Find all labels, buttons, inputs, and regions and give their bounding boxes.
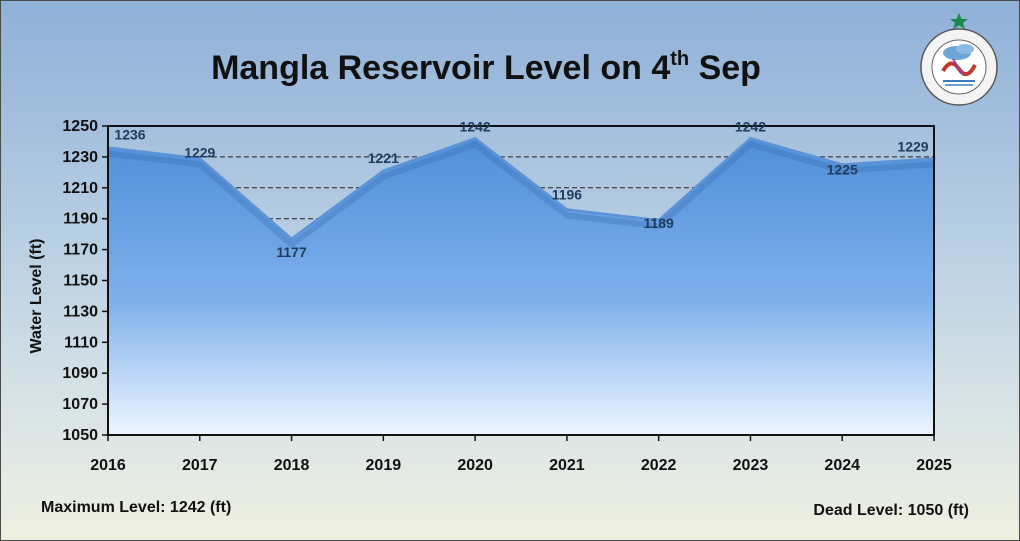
data-point-2019 xyxy=(381,169,385,173)
y-axis-ticks: 1050 1070 1090 1110 1130 1150 1170 1190 1210 1230… xyxy=(62,118,108,444)
y-tick-label: 1070 xyxy=(62,396,98,413)
x-tick-label: 2016 xyxy=(90,457,126,474)
data-label: 1229 xyxy=(184,144,215,160)
data-point-2021 xyxy=(565,207,569,211)
x-tick-label: 2022 xyxy=(641,457,677,474)
x-axis-ticks: 2016 2017 2018 2019 2020 2021 2022 2023 2024 2025 xyxy=(90,435,952,474)
chart-title-suffix: Sep xyxy=(689,49,761,87)
data-point-2023 xyxy=(748,136,752,140)
x-tick-label: 2019 xyxy=(366,457,402,474)
data-label: 1236 xyxy=(114,127,145,143)
data-label: 1242 xyxy=(460,118,491,134)
x-tick-label: 2017 xyxy=(182,457,218,474)
dead-level-note: Dead Level: 1050 (ft) xyxy=(813,502,969,519)
data-label: 1189 xyxy=(643,215,674,231)
y-tick-label: 1050 xyxy=(62,427,98,444)
data-label: 1196 xyxy=(552,186,583,202)
maximum-level-note: Maximum Level: 1242 (ft) xyxy=(41,499,232,516)
x-tick-label: 2023 xyxy=(733,457,769,474)
x-tick-label: 2020 xyxy=(457,457,493,474)
data-label: 1177 xyxy=(276,244,307,260)
x-tick-label: 2025 xyxy=(916,457,952,474)
area-bevel xyxy=(107,140,935,249)
y-tick-label: 1090 xyxy=(62,365,98,382)
data-label: 1221 xyxy=(368,150,399,166)
pmd-logo xyxy=(913,9,1009,113)
data-point-2018 xyxy=(290,237,294,241)
data-point-2020 xyxy=(473,136,477,140)
data-label: 1225 xyxy=(827,162,858,178)
y-tick-label: 1190 xyxy=(63,211,98,228)
pmd-emblem-icon xyxy=(920,13,998,106)
y-tick-label: 1230 xyxy=(62,149,98,166)
data-point-2024 xyxy=(840,163,844,167)
data-point-2017 xyxy=(198,156,202,160)
area-series-line xyxy=(107,136,935,241)
data-labels: 1236 1229 1177 1221 1242 1196 1189 1242 1225 1229 xyxy=(114,118,928,259)
y-tick-label: 1130 xyxy=(63,303,98,320)
chart-title-main: Mangla Reservoir Level on 4 xyxy=(211,49,670,87)
y-tick-label: 1250 xyxy=(62,118,98,135)
data-label: 1229 xyxy=(897,138,928,154)
y-axis-title: Water Level (ft) xyxy=(28,239,45,354)
x-tick-label: 2018 xyxy=(274,457,310,474)
chart-title: Mangla Reservoir Level on 4th Sep xyxy=(211,48,761,87)
y-tick-label: 1210 xyxy=(62,180,98,197)
chart-title-superscript: th xyxy=(670,48,689,70)
x-tick-label: 2024 xyxy=(824,457,860,474)
x-tick-label: 2021 xyxy=(549,457,585,474)
y-tick-label: 1110 xyxy=(64,334,98,351)
data-label: 1242 xyxy=(735,118,766,134)
area-series xyxy=(106,136,936,436)
y-tick-label: 1150 xyxy=(63,273,98,290)
y-tick-label: 1170 xyxy=(63,242,98,259)
area-fill xyxy=(108,138,934,436)
data-point-2022 xyxy=(657,218,661,222)
